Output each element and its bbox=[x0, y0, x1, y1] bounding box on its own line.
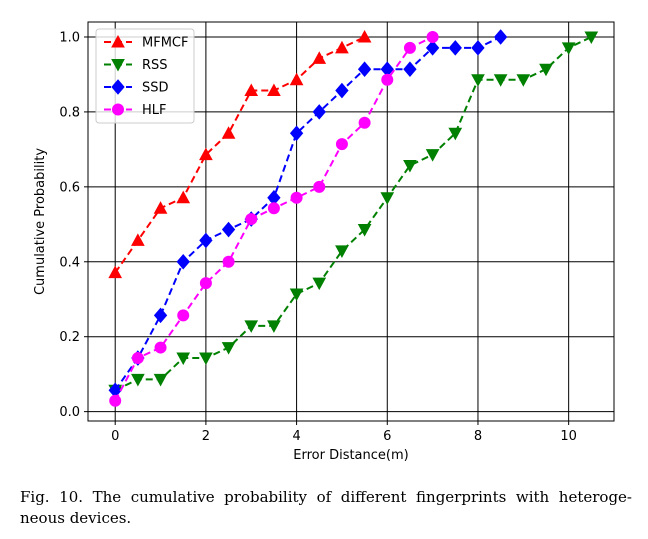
data-point-hlf bbox=[336, 139, 347, 150]
data-point-hlf bbox=[223, 256, 234, 267]
data-point-mfmcf bbox=[336, 42, 348, 53]
data-point-ssd bbox=[177, 255, 189, 269]
data-point-ssd bbox=[404, 62, 416, 76]
data-point-ssd bbox=[223, 223, 235, 237]
data-point-ssd bbox=[336, 84, 348, 98]
data-point-rss bbox=[200, 353, 212, 364]
data-point-hlf bbox=[178, 310, 189, 321]
data-point-hlf bbox=[359, 117, 370, 128]
x-tick-label: 8 bbox=[474, 429, 482, 444]
data-point-rss bbox=[381, 193, 393, 204]
data-point-hlf bbox=[314, 181, 325, 192]
data-point-mfmcf bbox=[223, 127, 235, 138]
data-point-hlf bbox=[382, 74, 393, 85]
legend: MFMCF RSS SSD HLF bbox=[96, 29, 194, 123]
data-point-hlf bbox=[155, 342, 166, 353]
x-tick-label: 0 bbox=[111, 429, 119, 444]
data-point-mfmcf bbox=[177, 192, 189, 203]
data-point-rss bbox=[427, 150, 439, 161]
data-point-rss bbox=[313, 278, 325, 289]
y-tick-label: 0.2 bbox=[59, 330, 80, 345]
x-tick-label: 10 bbox=[560, 429, 577, 444]
y-axis-label: Cumulative Probability bbox=[33, 148, 48, 295]
data-point-mfmcf bbox=[268, 85, 280, 96]
y-tick-label: 0.8 bbox=[59, 105, 80, 120]
data-point-rss bbox=[132, 374, 144, 385]
legend-label: MFMCF bbox=[142, 36, 188, 51]
data-point-rss bbox=[517, 75, 529, 86]
figure-caption: Fig. 10. The cumulative probability of d… bbox=[20, 487, 632, 529]
legend-label: HLF bbox=[142, 103, 167, 118]
data-point-rss bbox=[563, 43, 575, 54]
data-point-ssd bbox=[472, 41, 484, 55]
y-tick-label: 1.0 bbox=[59, 30, 80, 45]
data-point-hlf bbox=[404, 42, 415, 53]
data-point-rss bbox=[495, 75, 507, 86]
data-point-hlf bbox=[132, 353, 143, 364]
data-point-hlf bbox=[268, 203, 279, 214]
legend-marker bbox=[113, 104, 124, 115]
x-tick-label: 2 bbox=[202, 429, 210, 444]
legend-label: RSS bbox=[142, 58, 168, 73]
data-point-ssd bbox=[495, 30, 507, 44]
data-point-hlf bbox=[200, 278, 211, 289]
y-tick-label: 0.0 bbox=[59, 405, 80, 420]
x-tick-label: 6 bbox=[383, 429, 391, 444]
data-point-ssd bbox=[449, 41, 461, 55]
data-point-hlf bbox=[291, 192, 302, 203]
data-point-ssd bbox=[155, 308, 167, 322]
y-tick-label: 0.4 bbox=[59, 255, 80, 270]
data-point-rss bbox=[245, 321, 257, 332]
data-point-rss bbox=[540, 64, 552, 75]
x-axis-label: Error Distance(m) bbox=[293, 448, 408, 463]
data-point-mfmcf bbox=[155, 202, 167, 213]
y-tick-label: 0.6 bbox=[59, 180, 80, 195]
cdf-chart: 0 2 4 6 8 10 0.0 0.2 0.4 0.6 0.8 1.0 Error Distance… bbox=[0, 0, 648, 480]
data-point-rss bbox=[223, 343, 235, 354]
data-point-mfmcf bbox=[291, 74, 303, 85]
data-point-mfmcf bbox=[313, 52, 325, 63]
data-point-hlf bbox=[246, 214, 257, 225]
legend-label: SSD bbox=[142, 81, 169, 96]
data-point-hlf bbox=[427, 31, 438, 42]
data-point-rss bbox=[155, 374, 167, 385]
x-tick-label: 4 bbox=[292, 429, 300, 444]
data-point-hlf bbox=[110, 395, 121, 406]
